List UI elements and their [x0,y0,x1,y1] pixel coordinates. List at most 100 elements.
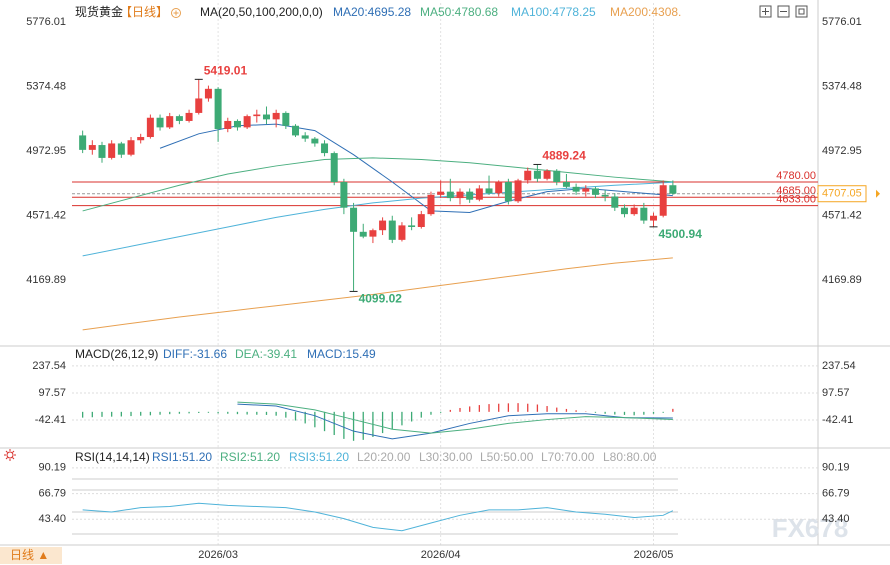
candle-body [233,120,241,128]
candle-body [79,135,87,150]
candle-body [427,194,435,215]
candle-body [292,125,300,136]
y-tick-label: 66.79 [38,487,66,499]
legend-entry: L80:80.00 [603,450,657,464]
y-tick-label: 5776.01 [26,16,66,28]
candle-body [321,143,329,154]
candle-body [243,116,251,128]
toolbar [759,5,808,18]
y-tick-label-right: 5776.01 [822,16,862,28]
candle-body [582,188,590,192]
candle-body [669,185,677,194]
candle-body [466,191,474,200]
legend-entry: MA100:4778.25 [511,5,596,19]
legend-entry: MA20:4695.28 [333,5,411,19]
candle-body [262,114,270,120]
last-price-tag [817,185,867,203]
instrument-title: 现货黄金 [75,4,123,19]
ma-line [82,257,673,331]
legend-entry: L50:50.00 [480,450,534,464]
candle-body [533,170,541,179]
icon [6,451,14,459]
candle-body [417,214,425,227]
candle-body [108,143,116,158]
candle-body [204,88,212,99]
tool-icon[interactable] [759,5,772,18]
annotation-label: 4889.24 [542,149,586,163]
y-tick-label-right: 4169.89 [822,274,862,286]
y-tick-label-right: -42.41 [822,414,853,426]
candle-body [359,231,367,237]
candle-body [620,207,628,215]
candle-body [253,114,261,117]
legend-entry: RSI1:51.20 [152,450,212,464]
period-button[interactable] [0,547,62,564]
y-tick-label: 237.54 [32,360,66,372]
candle-body [572,186,580,192]
add-icon[interactable] [171,8,181,18]
y-tick-label: -42.41 [35,414,66,426]
candle-body [388,220,396,240]
candle-body [117,143,125,155]
candle-body [591,188,599,195]
macd-line [237,403,673,440]
candle-body [330,153,338,183]
tool-icon[interactable] [795,5,808,18]
candle-body [475,188,483,200]
candle-body [369,230,377,237]
candle-body [195,98,203,113]
candle-body [301,135,309,139]
level-label: 4780.00 [776,170,816,182]
legend-entry: L20:20.00 [357,450,411,464]
candle-body [553,170,561,183]
candle-body [456,191,464,199]
candle-body [437,191,445,195]
candle-body [224,120,232,129]
candle-body [398,225,406,240]
y-tick-label: 97.57 [38,387,66,399]
candle-body [272,112,280,120]
level-label: 4685.00 [776,185,816,197]
tool-icon [798,8,805,15]
y-tick-label: 90.19 [38,462,66,474]
candle-body [340,182,348,208]
candle-body [166,116,174,128]
candle-body [640,207,648,221]
x-tick-label: 2026/04 [421,549,461,561]
legend-entry: MA200:4308. [610,5,681,19]
rsi-line [82,502,674,532]
legend-entry: L70:70.00 [541,450,595,464]
candle-body [350,207,358,232]
y-tick-label-right: 90.19 [822,462,850,474]
legend-entry: MACD:15.49 [307,347,376,361]
candle-body [543,170,551,179]
legend-entry: RSI3:51.20 [289,450,349,464]
y-tick-label-right: 5374.48 [822,80,862,92]
settings-icon[interactable] [4,449,16,461]
candle-body [185,112,193,121]
y-tick-label-right: 66.79 [822,487,850,499]
legend-entry: RSI2:51.20 [220,450,280,464]
candle-body [175,116,183,121]
candle-body [611,196,619,208]
y-tick-label-right: 237.54 [822,360,856,372]
last-price-marker [876,189,880,198]
tool-icon[interactable] [777,5,790,18]
y-tick-label: 43.40 [38,513,66,525]
indicator-title: RSI(14,14,14) [75,450,150,464]
period-button-label: 日线 ▲ [10,548,49,562]
legend-entry: DIFF:-31.66 [163,347,227,361]
x-tick-label: 2026/05 [634,549,674,561]
candle-body [524,170,532,181]
annotation-label: 5419.01 [204,64,248,78]
candle-body [485,188,493,194]
candle-body [88,145,96,150]
candle-body [137,137,145,141]
annotation-label: 4099.02 [359,292,403,306]
annotation-label: 4500.94 [659,227,703,241]
y-tick-label-right: 4972.95 [822,145,862,157]
legend-entry: L30:30.00 [419,450,473,464]
macd-line [237,401,673,434]
candle-body [514,180,522,202]
